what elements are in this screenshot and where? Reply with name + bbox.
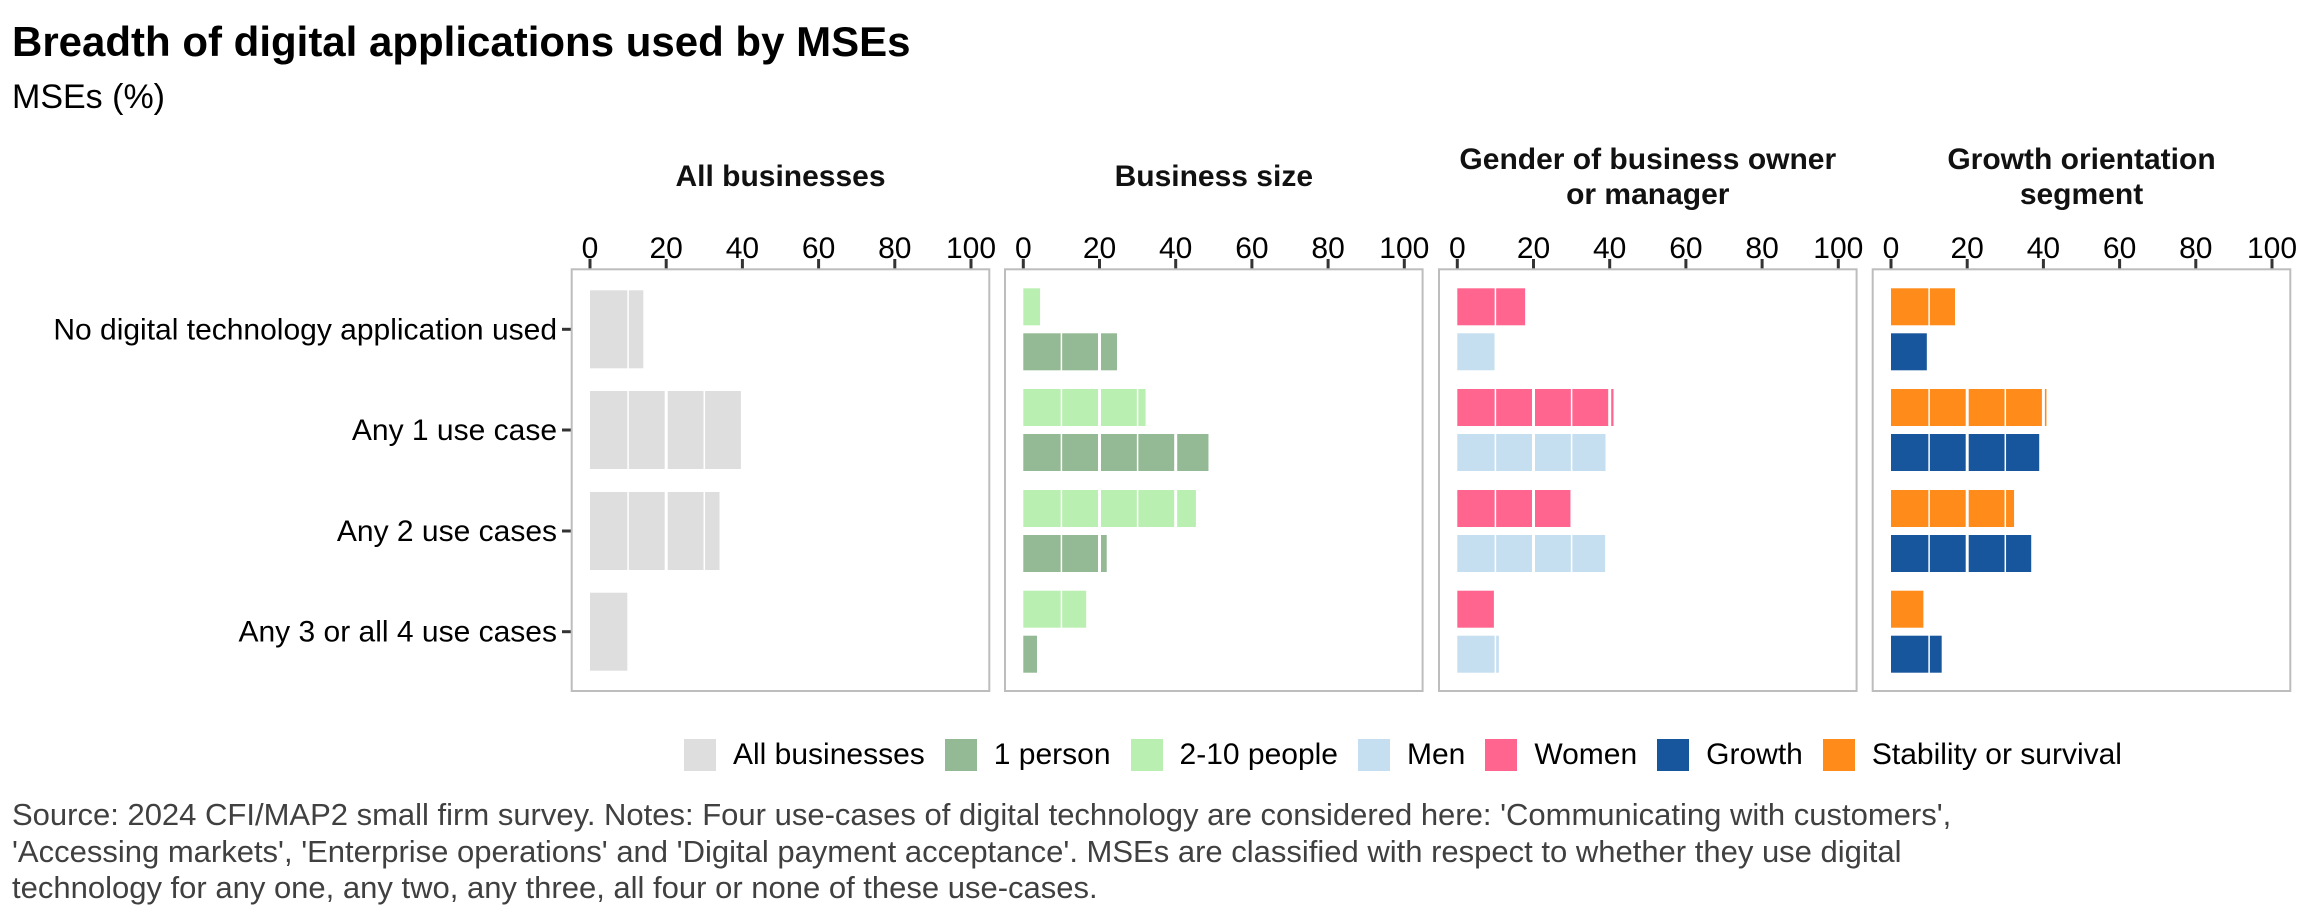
panel-title: segment: [2020, 178, 2143, 211]
bar-2-10-people: [1023, 389, 1146, 426]
panel-title: All businesses: [675, 160, 885, 193]
legend-swatch: [1485, 739, 1518, 771]
bar-women: [1457, 389, 1614, 426]
legend-swatch: [1657, 739, 1690, 771]
bar-men: [1457, 535, 1606, 572]
bar-men: [1457, 434, 1606, 471]
bar-1-person: [1023, 535, 1107, 572]
legend: All businesses 1 person 2-10 people Men Wome…: [684, 738, 2142, 772]
bar-women: [1457, 590, 1494, 628]
bar-2-10-people: [1023, 288, 1041, 326]
legend-label: Men: [1406, 738, 1466, 771]
panel-border: [1438, 268, 1858, 692]
legend-label: All businesses: [733, 738, 925, 771]
legend-item: Growth: [1657, 738, 1803, 772]
legend-label: 1 person: [993, 738, 1111, 771]
bar-stability-or-survival: [1891, 389, 2047, 426]
legend-swatch: [944, 739, 977, 771]
bar-1-person: [1023, 635, 1038, 673]
bar-women: [1457, 490, 1571, 527]
legend-swatch: [1822, 739, 1855, 771]
bar-stability-or-survival: [1891, 590, 1924, 628]
legend-label: Women: [1534, 738, 1638, 771]
legend-item: 1 person: [944, 738, 1111, 772]
legend-item: 2-10 people: [1130, 738, 1338, 772]
y-axis-label: Any 3 or all 4 use cases: [238, 616, 557, 649]
bar-stability-or-survival: [1891, 490, 2015, 527]
x-tick-label: 0: [582, 232, 599, 265]
panel-border: [570, 268, 991, 692]
bar-1-person: [1023, 333, 1118, 371]
bar-2-10-people: [1023, 490, 1196, 527]
legend-item: All businesses: [684, 738, 925, 772]
source-notes-line: Source: 2024 CFI/MAP2 small firm survey.…: [12, 797, 1952, 832]
bar-growth: [1891, 434, 2040, 471]
panel-border: [1004, 268, 1424, 692]
bar-growth: [1891, 635, 1942, 673]
bar-growth: [1891, 535, 2032, 572]
bar-men: [1457, 333, 1495, 371]
legend-label: Growth: [1706, 738, 1803, 771]
bar-all-businesses: [590, 492, 720, 570]
legend-item: Stability or survival: [1822, 738, 2122, 772]
panel-title: or manager: [1566, 178, 1730, 211]
bar-2-10-people: [1023, 590, 1087, 628]
chart-subtitle: MSEs (%): [12, 78, 165, 116]
bar-stability-or-survival: [1891, 288, 1956, 326]
legend-label: Stability or survival: [1871, 738, 2122, 771]
chart-title: Breadth of digital applications used by …: [12, 18, 911, 65]
panel-border: [1871, 268, 2292, 692]
bar-growth: [1891, 333, 1927, 371]
source-notes: Source: 2024 CFI/MAP2 small firm survey.…: [12, 797, 2212, 907]
x-tick-label: 0: [1449, 232, 1466, 265]
panel-title: Gender of business owner: [1459, 143, 1836, 176]
bar-all-businesses: [590, 290, 644, 369]
x-tick-label: 0: [1883, 232, 1900, 265]
y-axis-label: Any 2 use cases: [337, 515, 557, 548]
legend-label: 2-10 people: [1179, 738, 1338, 771]
legend-swatch: [684, 739, 716, 771]
bar-all-businesses: [590, 592, 629, 671]
bar-women: [1457, 288, 1526, 326]
legend-item: Women: [1485, 738, 1637, 772]
panel-title: Growth orientation: [1947, 143, 2215, 176]
y-axis-label: No digital technology application used: [53, 313, 557, 346]
source-notes-line: technology for any one, any two, any thr…: [12, 870, 1098, 905]
legend-swatch: [1130, 739, 1163, 771]
panel-title: Business size: [1115, 160, 1313, 193]
x-tick-label: 0: [1015, 232, 1032, 265]
source-notes-line: 'Accessing markets', 'Enterprise operati…: [12, 833, 1902, 869]
legend-item: Men: [1357, 738, 1466, 772]
bar-men: [1457, 635, 1499, 673]
y-axis-label: Any 1 use case: [352, 414, 557, 447]
legend-swatch: [1357, 739, 1390, 771]
bar-1-person: [1023, 434, 1209, 471]
